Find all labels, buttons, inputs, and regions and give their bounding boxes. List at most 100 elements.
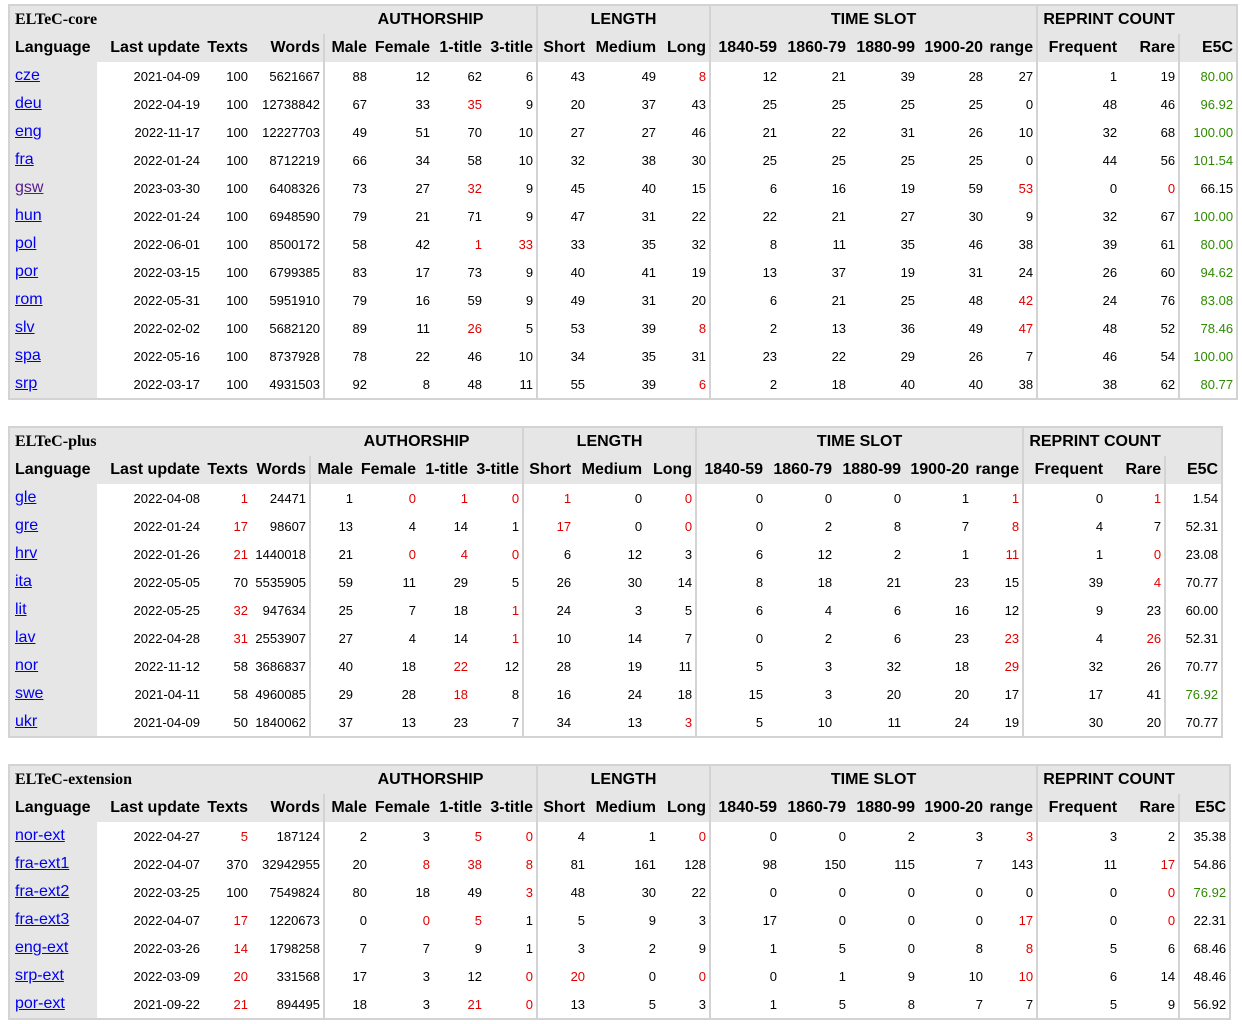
1860-79-cell: 3: [766, 680, 836, 708]
short-cell: 33: [538, 230, 589, 258]
reprint-count-header: REPRINT COUNT: [1024, 428, 1167, 456]
language-link[interactable]: gle: [15, 489, 37, 506]
language-link[interactable]: eng-ext: [15, 939, 69, 956]
language-link[interactable]: srp: [15, 375, 38, 392]
one-title-cell: 9: [433, 934, 485, 962]
1840-59-cell: 23: [711, 342, 781, 370]
range-cell: 38: [986, 370, 1039, 398]
language-link[interactable]: ita: [15, 573, 32, 590]
1900-20-cell: 25: [918, 90, 987, 118]
language-link[interactable]: deu: [15, 95, 42, 112]
1860-79-cell: 1: [780, 962, 850, 990]
language-link[interactable]: eng: [15, 123, 42, 140]
language-link[interactable]: lit: [15, 601, 27, 618]
male-cell: 66: [325, 146, 371, 174]
language-link[interactable]: rom: [15, 291, 43, 308]
rare-cell: 19: [1120, 62, 1181, 90]
female-cell: 42: [370, 230, 434, 258]
last-update-cell: 2022-02-02: [97, 314, 203, 342]
column-header-words: Words: [251, 456, 312, 484]
language-link[interactable]: pol: [15, 235, 37, 252]
medium-cell: 35: [588, 230, 660, 258]
long-cell: 3: [645, 540, 698, 568]
language-cell: ita: [10, 568, 97, 596]
1840-59-cell: 0: [711, 962, 781, 990]
time-slot-header: TIME SLOT: [711, 6, 1039, 34]
language-link[interactable]: gsw: [15, 179, 44, 196]
language-link[interactable]: fra: [15, 151, 34, 168]
last-update-cell: 2022-03-15: [97, 258, 203, 286]
e5c-cell: 76.92: [1166, 680, 1222, 708]
column-header-e5c: E5C: [1166, 456, 1222, 484]
range-cell: 0: [986, 146, 1039, 174]
table-row: hrv 2022-01-26 21 1440018 21 0 4 0 6 12 3 6 12 2 1 11 1 0…: [10, 540, 1222, 568]
three-title-cell: 0: [485, 822, 539, 850]
1860-79-cell: 2: [766, 512, 836, 540]
long-cell: 14: [645, 568, 698, 596]
last-update-cell: 2022-04-28: [97, 624, 203, 652]
language-link[interactable]: hun: [15, 207, 42, 224]
language-link[interactable]: fra-ext1: [15, 855, 70, 872]
medium-cell: 30: [574, 568, 646, 596]
words-cell: 6408326: [251, 174, 326, 202]
1880-99-cell: 27: [849, 202, 919, 230]
language-link[interactable]: nor: [15, 657, 39, 674]
language-link[interactable]: hrv: [15, 545, 38, 562]
range-cell: 53: [986, 174, 1039, 202]
column-header-1900-20: 1900-20: [918, 794, 987, 822]
1860-79-cell: 16: [780, 174, 850, 202]
language-link[interactable]: lav: [15, 629, 36, 646]
1880-99-cell: 2: [835, 540, 905, 568]
language-link[interactable]: swe: [15, 685, 44, 702]
e5c-cell: 35.38: [1180, 822, 1230, 850]
last-update-cell: 2022-06-01: [97, 230, 203, 258]
e5c-cell: 1.54: [1166, 484, 1222, 512]
medium-cell: 39: [588, 370, 660, 398]
last-update-cell: 2022-03-09: [97, 962, 203, 990]
medium-cell: 5: [588, 990, 660, 1018]
1900-20-cell: 1: [904, 484, 973, 512]
one-title-cell: 38: [433, 850, 485, 878]
column-header-texts: Texts: [203, 34, 251, 62]
male-cell: 89: [325, 314, 371, 342]
language-link[interactable]: cze: [15, 67, 40, 84]
language-link[interactable]: slv: [15, 319, 35, 336]
table-row: ita 2022-05-05 70 5535905 59 11 29 5 26 30 14 8 18 21…: [10, 568, 1222, 596]
table-row: rom 2022-05-31 100 5951910 79 16 59 9 49 31 20 6 21 2…: [10, 286, 1237, 314]
short-cell: 47: [538, 202, 589, 230]
texts-cell: 31: [203, 624, 251, 652]
column-header-three-title: 3-title: [471, 456, 525, 484]
language-link[interactable]: ukr: [15, 713, 38, 730]
texts-cell: 17: [203, 512, 251, 540]
e5c-cell: 48.46: [1180, 962, 1230, 990]
column-header-short: Short: [538, 34, 589, 62]
language-link[interactable]: gre: [15, 517, 39, 534]
1880-99-cell: 25: [849, 286, 919, 314]
female-cell: 18: [370, 878, 433, 906]
1880-99-cell: 19: [849, 258, 919, 286]
medium-cell: 0: [574, 484, 646, 512]
frequent-cell: 48: [1038, 314, 1121, 342]
long-cell: 0: [659, 962, 712, 990]
language-link[interactable]: fra-ext3: [15, 911, 70, 928]
table-row: lit 2022-05-25 32 947634 25 7 18 1 24 3 5 6 4 6 16 12 9 2…: [10, 596, 1222, 624]
one-title-cell: 18: [419, 680, 472, 708]
words-cell: 1440018: [251, 540, 312, 568]
language-link[interactable]: por-ext: [15, 995, 65, 1012]
authorship-header: AUTHORSHIP: [325, 766, 539, 794]
words-cell: 6799385: [251, 258, 326, 286]
1860-79-cell: 11: [780, 230, 850, 258]
language-link[interactable]: nor-ext: [15, 827, 65, 844]
language-link[interactable]: srp-ext: [15, 967, 64, 984]
column-header-long: Long: [659, 34, 712, 62]
words-cell: 1798258: [251, 934, 325, 962]
last-update-cell: 2022-11-12: [97, 652, 203, 680]
words-cell: 98607: [251, 512, 312, 540]
words-cell: 8737928: [251, 342, 326, 370]
language-link[interactable]: por: [15, 263, 39, 280]
range-cell: 27: [986, 62, 1039, 90]
female-cell: 7: [356, 596, 420, 624]
language-link[interactable]: spa: [15, 347, 41, 364]
language-cell: lit: [10, 596, 97, 624]
language-link[interactable]: fra-ext2: [15, 883, 70, 900]
